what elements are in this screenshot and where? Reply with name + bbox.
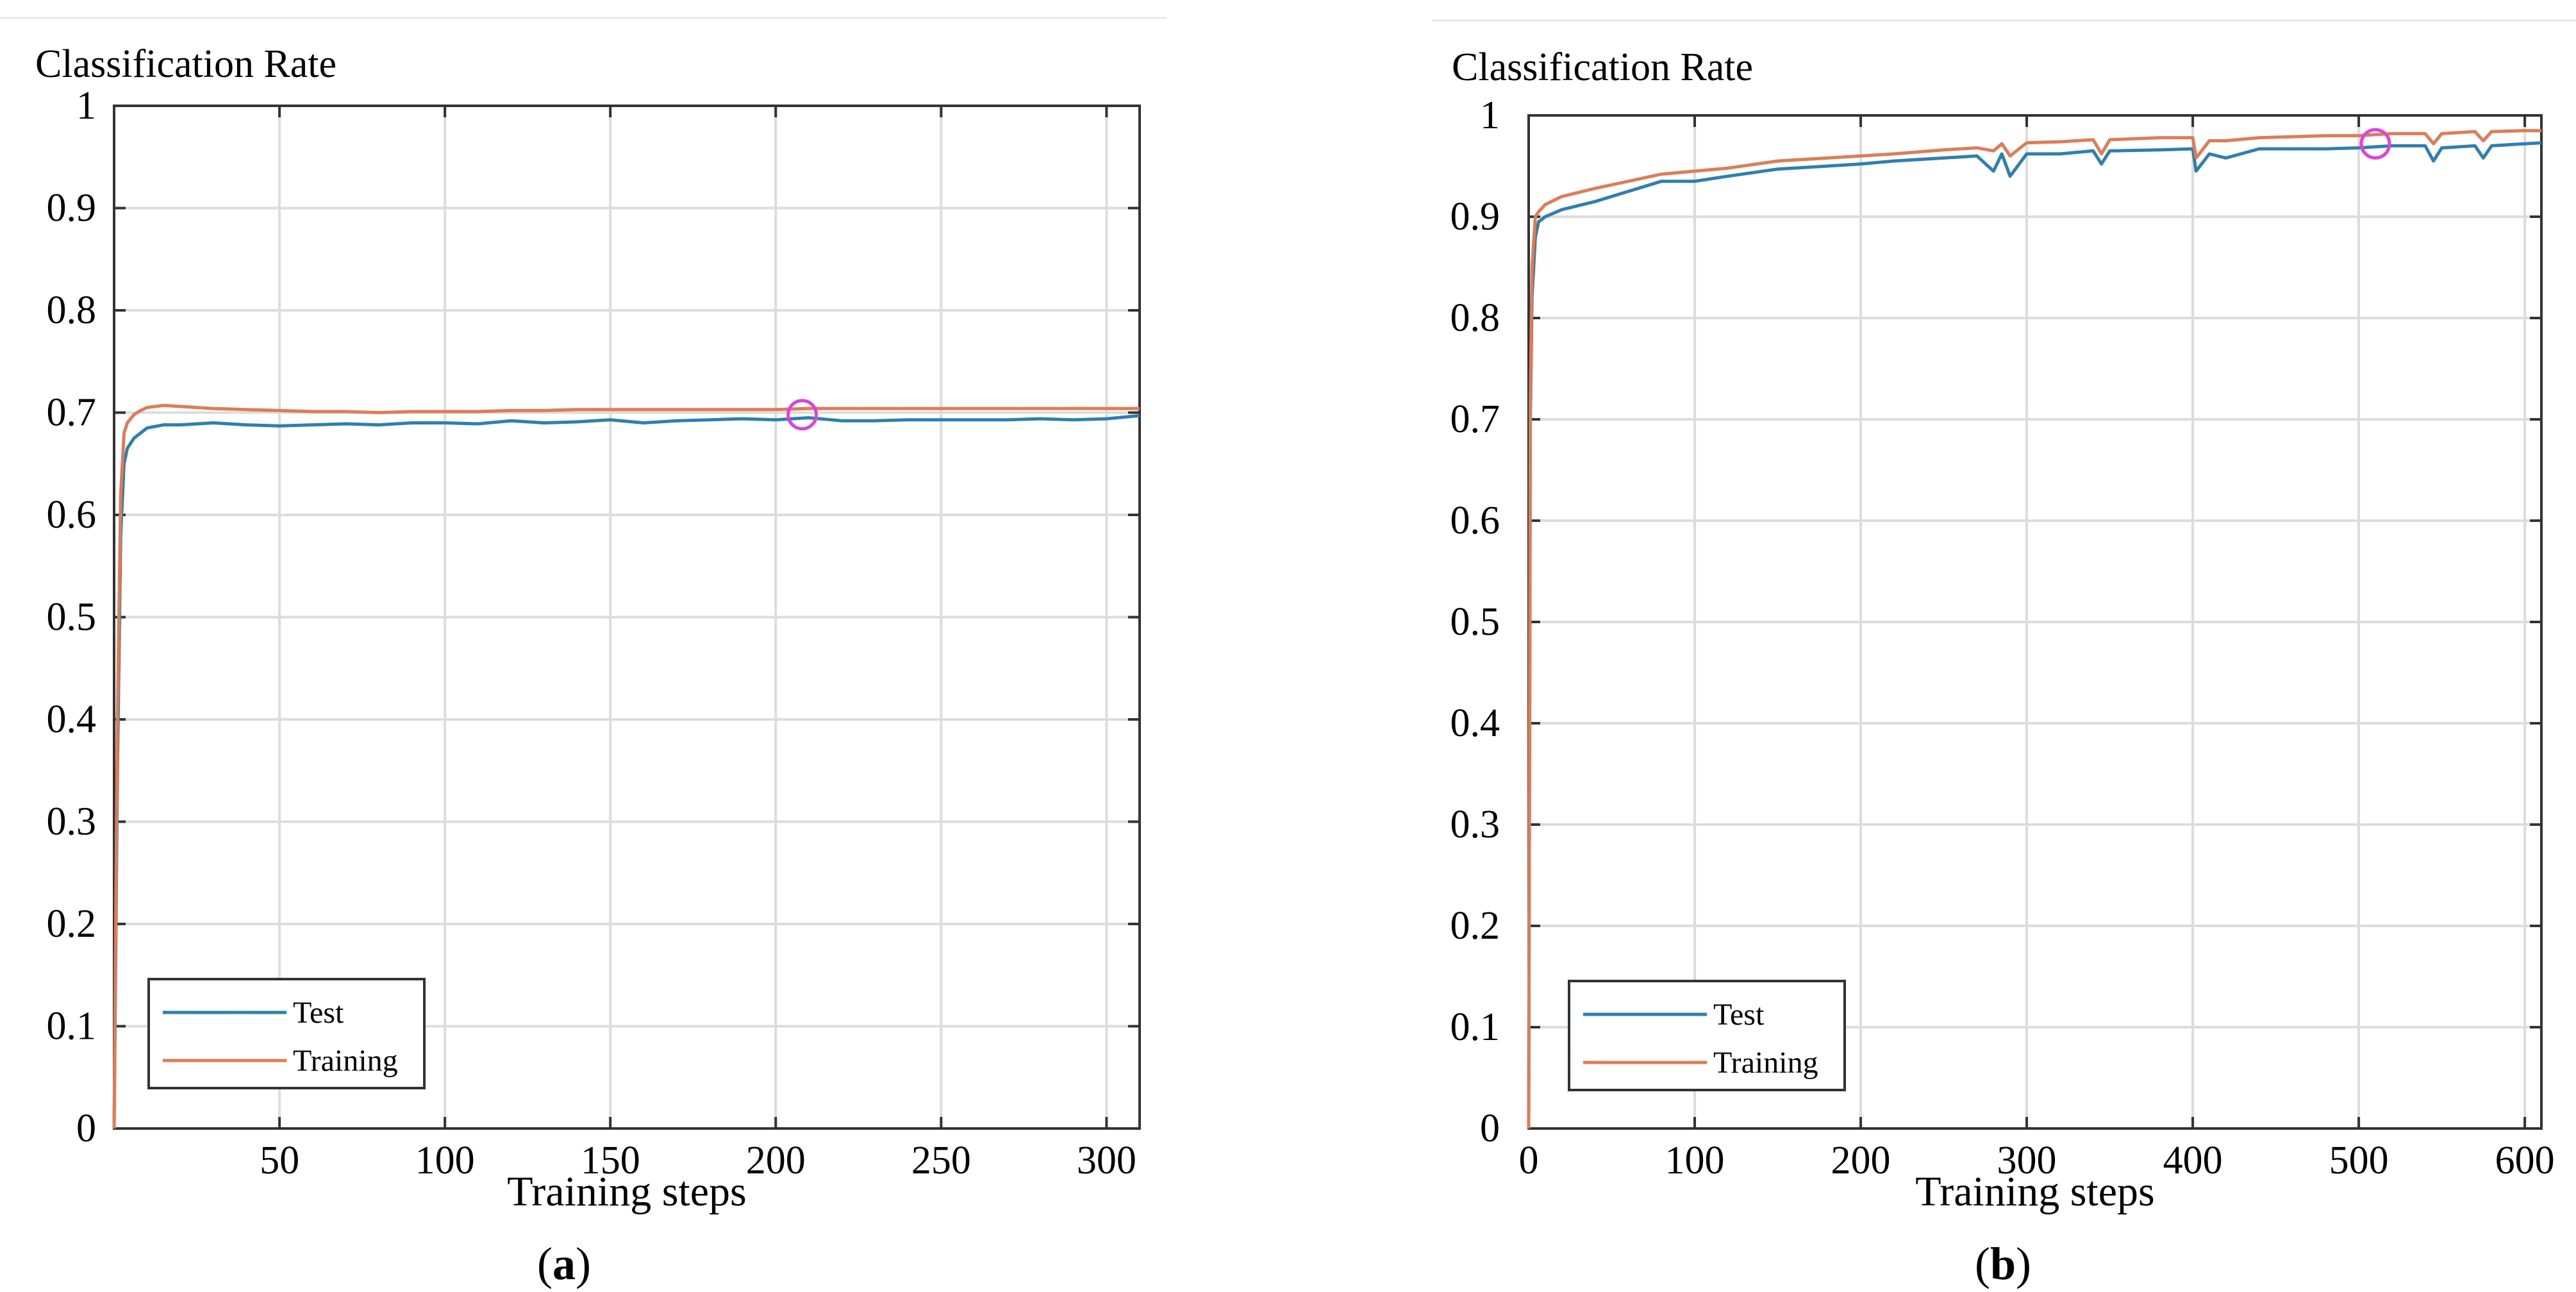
y-tick-label: 0.5 bbox=[47, 596, 97, 639]
x-tick-label: 600 bbox=[2495, 1139, 2555, 1182]
y-tick-label: 0.3 bbox=[47, 800, 97, 844]
x-tick-label: 300 bbox=[1997, 1139, 2057, 1182]
y-tick-label: 0.2 bbox=[47, 902, 97, 946]
panel-caption: (b) bbox=[1975, 1238, 2031, 1289]
series-line-training bbox=[112, 403, 1140, 1129]
y-tick-label: 0.6 bbox=[47, 493, 97, 537]
x-tick-label: 50 bbox=[260, 1139, 299, 1182]
legend-label-training: Training bbox=[293, 1044, 398, 1078]
y-tick-label: 0.2 bbox=[1450, 904, 1500, 948]
y-tick-label: 0.8 bbox=[47, 289, 97, 332]
chart-b: Classification Rate 0 0.1 0.2 0.3 0.4 0.5 0.6 0.… bbox=[1433, 19, 2576, 1289]
best-point-marker bbox=[786, 399, 819, 431]
x-tick-label: 150 bbox=[581, 1139, 640, 1182]
y-tick-label: 0.3 bbox=[1450, 803, 1500, 846]
x-tick-label: 250 bbox=[911, 1139, 971, 1182]
y-tick-label: 0.9 bbox=[47, 187, 97, 230]
x-axis-label: Training steps bbox=[507, 1168, 746, 1215]
y-tick-label: 0.6 bbox=[1450, 499, 1500, 542]
y-tick-label: 0.9 bbox=[1450, 195, 1500, 239]
panel-caption: (a) bbox=[537, 1238, 591, 1289]
y-tick-label: 0.4 bbox=[1450, 701, 1500, 745]
series-line-training bbox=[1527, 129, 2541, 1129]
best-point-marker bbox=[2359, 128, 2391, 160]
legend bbox=[147, 978, 426, 1089]
x-tick-label: 200 bbox=[1831, 1139, 1891, 1182]
x-tick-label: 200 bbox=[746, 1139, 806, 1182]
x-tick-label: 400 bbox=[2163, 1139, 2223, 1182]
series-line-test bbox=[1527, 141, 2542, 1129]
legend-label-training: Training bbox=[1713, 1046, 1818, 1080]
x-tick-label: 500 bbox=[2329, 1139, 2389, 1182]
y-tick-label: 0.7 bbox=[47, 391, 97, 435]
legend-label-test: Test bbox=[1713, 998, 1765, 1032]
legend-label-test: Test bbox=[293, 996, 344, 1030]
y-tick-label: 0.1 bbox=[47, 1005, 97, 1048]
y-tick-label: 0 bbox=[1480, 1107, 1500, 1150]
y-tick-label: 0.8 bbox=[1450, 296, 1500, 340]
y-tick-label: 0.7 bbox=[1450, 398, 1500, 441]
x-tick-label: 0 bbox=[1519, 1139, 1539, 1182]
y-tick-label: 0 bbox=[76, 1107, 96, 1150]
x-tick-label: 100 bbox=[1665, 1139, 1725, 1182]
x-tick-label: 100 bbox=[415, 1139, 475, 1182]
y-tick-label: 0.4 bbox=[47, 698, 97, 741]
y-tick-label: 0.1 bbox=[1450, 1005, 1500, 1049]
chart-title: Classification Rate bbox=[1452, 46, 1753, 89]
y-tick-label: 0.5 bbox=[1450, 600, 1500, 644]
x-axis-label: Training steps bbox=[1915, 1168, 2154, 1215]
y-tick-label: 1 bbox=[1480, 94, 1500, 137]
y-tick-label: 1 bbox=[76, 84, 96, 128]
legend bbox=[1568, 980, 1846, 1091]
chart-title: Classification Rate bbox=[35, 42, 337, 86]
series-line-test bbox=[112, 414, 1140, 1129]
chart-a: Classification Rate 0 0.1 0.2 0.3 0.4 0.5 0.6 0.… bbox=[0, 17, 1167, 1289]
x-tick-label: 300 bbox=[1077, 1139, 1136, 1182]
